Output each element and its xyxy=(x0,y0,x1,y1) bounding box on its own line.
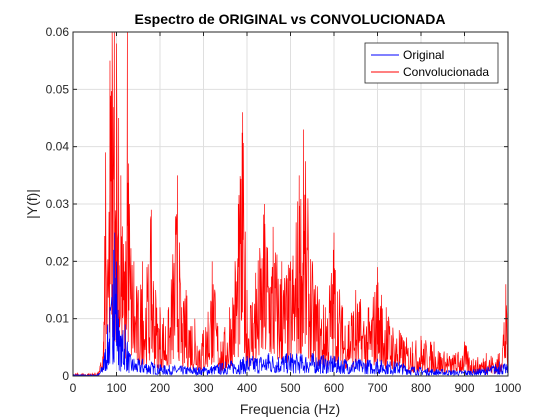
legend: Original Convolucionada xyxy=(364,42,499,84)
chart-title: Espectro de ORIGINAL vs CONVOLUCIONADA xyxy=(135,11,446,27)
x-tick-label: 900 xyxy=(454,381,474,395)
y-tick-label: 0.01 xyxy=(46,312,70,326)
axis-ticks xyxy=(72,31,509,377)
y-tick-label: 0 xyxy=(62,369,69,383)
series-line-original xyxy=(73,232,508,376)
x-tick-labels: 0 100 200 300 400 500 600 700 800 900 1000 xyxy=(70,381,522,395)
legend-label-convolucionada: Convolucionada xyxy=(403,65,489,79)
x-tick-label: 700 xyxy=(367,381,387,395)
series-line-convolucionada xyxy=(73,32,508,376)
x-tick-label: 100 xyxy=(106,381,126,395)
y-tick-label: 0.03 xyxy=(46,197,70,211)
x-tick-label: 800 xyxy=(411,381,431,395)
x-tick-label: 0 xyxy=(70,381,77,395)
legend-box xyxy=(364,42,499,84)
y-tick-label: 0.02 xyxy=(46,254,70,268)
x-axis-label: Frequencia (Hz) xyxy=(240,401,340,417)
series-layer xyxy=(73,32,508,376)
x-tick-label: 1000 xyxy=(495,381,522,395)
y-tick-labels: 0 0.01 0.02 0.03 0.04 0.05 0.06 xyxy=(46,25,70,383)
x-tick-label: 500 xyxy=(280,381,300,395)
y-tick-label: 0.04 xyxy=(46,140,70,154)
legend-label-original: Original xyxy=(403,48,444,62)
x-tick-label: 400 xyxy=(237,381,257,395)
x-tick-label: 200 xyxy=(150,381,170,395)
x-tick-label: 300 xyxy=(193,381,213,395)
y-tick-label: 0.06 xyxy=(46,25,70,39)
y-axis-label: |Y(f)| xyxy=(24,189,40,219)
y-tick-label: 0.05 xyxy=(46,82,70,96)
x-tick-label: 600 xyxy=(324,381,344,395)
